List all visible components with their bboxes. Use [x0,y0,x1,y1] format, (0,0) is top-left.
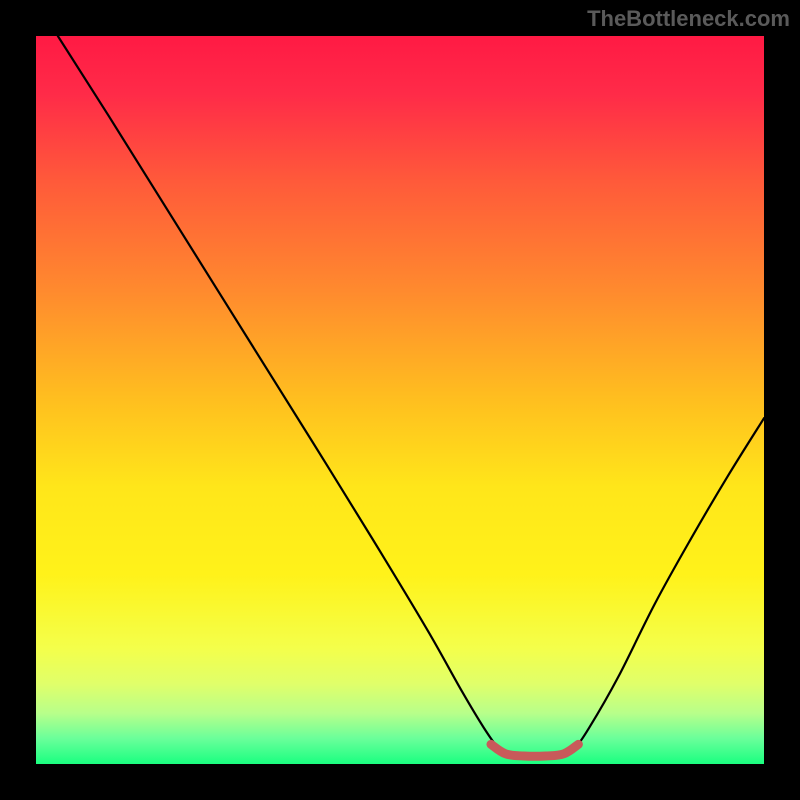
chart-container: TheBottleneck.com [0,0,800,800]
watermark-text: TheBottleneck.com [587,6,790,32]
gradient-background [36,36,764,764]
chart-svg [36,36,764,764]
plot-area [36,36,764,764]
